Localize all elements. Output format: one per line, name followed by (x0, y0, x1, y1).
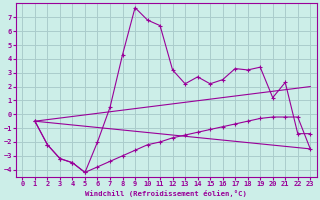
X-axis label: Windchill (Refroidissement éolien,°C): Windchill (Refroidissement éolien,°C) (85, 190, 247, 197)
